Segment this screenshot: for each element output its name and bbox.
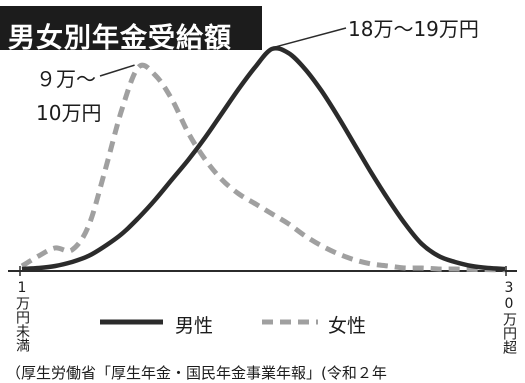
x-tick-label-min: 1万円未満	[14, 280, 30, 352]
annotation-female-peak-line1: ９万～	[36, 67, 96, 91]
annotation-male-peak: 18万～19万円	[348, 17, 479, 41]
legend-label-female: 女性	[328, 315, 367, 337]
annotation-leader-female	[99, 64, 135, 77]
series-line-female	[20, 62, 506, 273]
legend-label-male: 男性	[175, 315, 214, 337]
chart-title: 男女別年金受給額	[8, 23, 232, 54]
annotation-female-peak-line2: 10万円	[36, 101, 102, 125]
x-tick-label-max: 30万円超	[501, 280, 517, 354]
series-line-male	[21, 45, 506, 272]
source-note: （厚生労働省「厚生年金・国民年金事業年報」(令和２年	[6, 364, 387, 382]
annotation-leader-male	[274, 27, 347, 48]
chart-title-box: 男女別年金受給額	[0, 6, 262, 54]
